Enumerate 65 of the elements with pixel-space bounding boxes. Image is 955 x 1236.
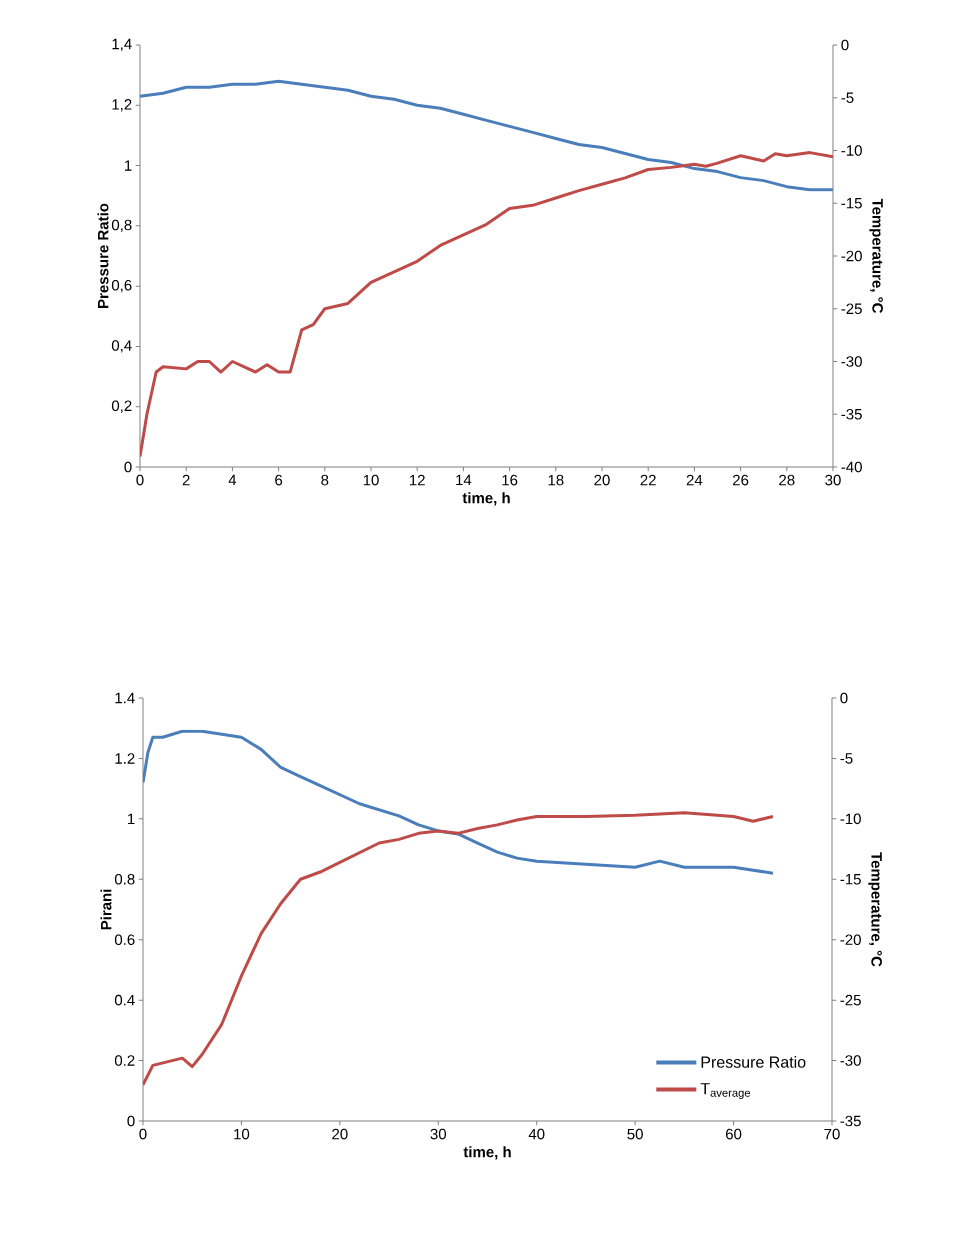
y-tick-label: 1.2 <box>115 753 135 764</box>
legend-label: Pressure Ratio <box>701 1056 806 1068</box>
x-axis-title: time, h <box>463 1146 511 1160</box>
y-tick-label: 1.4 <box>115 692 135 704</box>
y-tick-label: 1,4 <box>112 38 132 52</box>
y-tick-label: 1 <box>125 160 132 171</box>
y2-tick-label: 0 <box>840 692 848 704</box>
y2-tick-label: 0 <box>841 39 849 51</box>
x-tick-label: 4 <box>228 474 237 486</box>
x-tick-label: 30 <box>430 1128 447 1140</box>
x-axis-title: time, h <box>462 492 510 506</box>
y2-tick-label: -25 <box>840 994 861 1006</box>
y-tick-label: 0.6 <box>114 934 135 946</box>
x-tick-label: 60 <box>725 1128 742 1140</box>
x-tick-label: 6 <box>275 474 283 486</box>
legend-label: T$_{average}$ <box>700 1083 751 1100</box>
y2-tick-label: -40 <box>841 461 862 473</box>
y2-tick-label: -5 <box>841 92 854 103</box>
y-tick-label: 0,4 <box>111 340 132 353</box>
x-tick-label: 22 <box>640 474 656 486</box>
y2-tick-label: -10 <box>840 813 861 825</box>
x-tick-label: 0 <box>139 1128 147 1140</box>
y-tick-label: 0.8 <box>114 873 135 885</box>
x-tick-label: 14 <box>456 474 472 486</box>
y2-tick-label: -20 <box>841 250 862 262</box>
y-tick-label: 0 <box>127 1115 135 1127</box>
y2-tick-label: -25 <box>841 303 862 315</box>
x-tick-label: 26 <box>733 474 749 486</box>
x-tick-label: 0 <box>136 474 144 486</box>
x-tick-label: 12 <box>410 474 425 486</box>
y-tick-label: 0,8 <box>111 219 132 233</box>
y2-tick-label: -15 <box>841 198 862 209</box>
y2-tick-label: -35 <box>840 1115 861 1127</box>
y2-tick-label: -35 <box>841 408 862 420</box>
x-tick-label: 40 <box>528 1128 545 1140</box>
y2-tick-label: -5 <box>840 753 853 764</box>
y-axis-title: Pressure Ratio <box>97 203 109 308</box>
x-tick-label: 70 <box>824 1128 840 1140</box>
x-tick-label: 2 <box>182 474 190 486</box>
y-tick-label: 0,6 <box>111 279 132 293</box>
y2-tick-label: -15 <box>840 874 861 885</box>
y-tick-label: 1,2 <box>112 99 132 112</box>
y-tick-label: 0,2 <box>111 400 132 413</box>
y-tick-label: 1 <box>128 813 135 825</box>
y2-tick-label: -30 <box>841 356 862 367</box>
x-tick-label: 28 <box>779 474 795 486</box>
y-tick-label: 0.2 <box>114 1055 135 1066</box>
y2-axis-title: Temperature, °C <box>869 198 883 314</box>
y2-axis-title: Temperature, °C <box>868 852 882 967</box>
y-axis-title: Pirani <box>100 889 112 930</box>
y-tick-label: 0.4 <box>114 994 135 1006</box>
x-tick-label: 24 <box>686 474 703 486</box>
x-tick-label: 18 <box>548 474 564 486</box>
x-tick-label: 10 <box>363 474 379 486</box>
y2-tick-label: -20 <box>840 934 861 946</box>
x-tick-label: 50 <box>627 1128 643 1140</box>
x-tick-label: 8 <box>321 474 329 486</box>
x-tick-label: 16 <box>502 474 518 486</box>
y-tick-label: 0 <box>124 461 132 473</box>
y2-tick-label: -30 <box>840 1055 861 1066</box>
x-tick-label: 20 <box>594 474 610 486</box>
x-tick-label: 30 <box>825 474 841 486</box>
y2-tick-label: -10 <box>841 145 862 156</box>
x-tick-label: 10 <box>234 1128 250 1140</box>
x-tick-label: 20 <box>332 1128 348 1140</box>
